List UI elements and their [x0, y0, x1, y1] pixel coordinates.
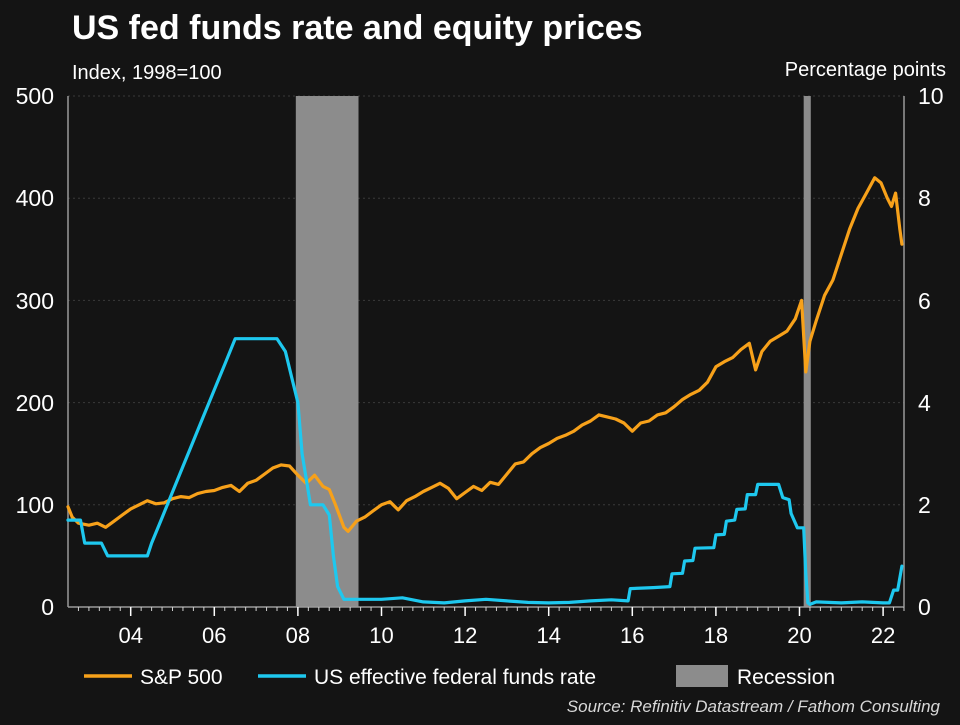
right-tick-label: 2 [918, 492, 931, 518]
x-tick-label: 06 [202, 623, 226, 648]
left-tick-label: 200 [16, 390, 54, 416]
series-lines [66, 176, 904, 607]
left-tick-label: 400 [16, 185, 54, 211]
left-axis-label: Index, 1998=100 [72, 62, 222, 84]
x-tick-label: 10 [369, 623, 393, 648]
legend-label-fed-funds: US effective federal funds rate [314, 666, 596, 689]
left-tick-label: 0 [41, 594, 54, 620]
legend: S&P 500 US effective federal funds rate … [84, 665, 835, 689]
source-note: Source: Refinitiv Datastream / Fathom Co… [567, 697, 941, 716]
x-tick-label: 08 [286, 623, 310, 648]
right-tick-label: 8 [918, 185, 931, 211]
x-major-ticks: 04 06 08 10 12 14 16 18 20 22 [118, 607, 895, 648]
left-tick-label: 300 [16, 288, 54, 314]
chart-title: US fed funds rate and equity prices [72, 9, 643, 47]
sp500-line [66, 176, 904, 534]
left-axis-ticks: 0 100 200 300 400 500 [16, 83, 54, 620]
legend-label-recession: Recession [737, 666, 835, 689]
fed-funds-rate-line [66, 337, 904, 607]
right-axis-ticks: 0 2 4 6 8 10 [918, 83, 944, 620]
legend-label-sp500: S&P 500 [140, 666, 223, 689]
right-tick-label: 4 [918, 390, 931, 416]
legend-swatch-recession [676, 665, 728, 687]
x-tick-label: 18 [704, 623, 728, 648]
x-tick-label: 14 [536, 623, 560, 648]
right-tick-label: 0 [918, 594, 931, 620]
recession-band [295, 96, 359, 607]
left-tick-label: 500 [16, 83, 54, 109]
x-tick-label: 16 [620, 623, 644, 648]
gridlines [68, 95, 904, 506]
x-tick-label: 22 [871, 623, 895, 648]
right-tick-label: 10 [918, 83, 944, 109]
right-axis-label: Percentage points [785, 59, 946, 81]
x-tick-label: 20 [787, 623, 811, 648]
x-tick-label: 12 [453, 623, 477, 648]
x-tick-label: 04 [118, 623, 142, 648]
left-tick-label: 100 [16, 492, 54, 518]
right-tick-label: 6 [918, 288, 931, 314]
